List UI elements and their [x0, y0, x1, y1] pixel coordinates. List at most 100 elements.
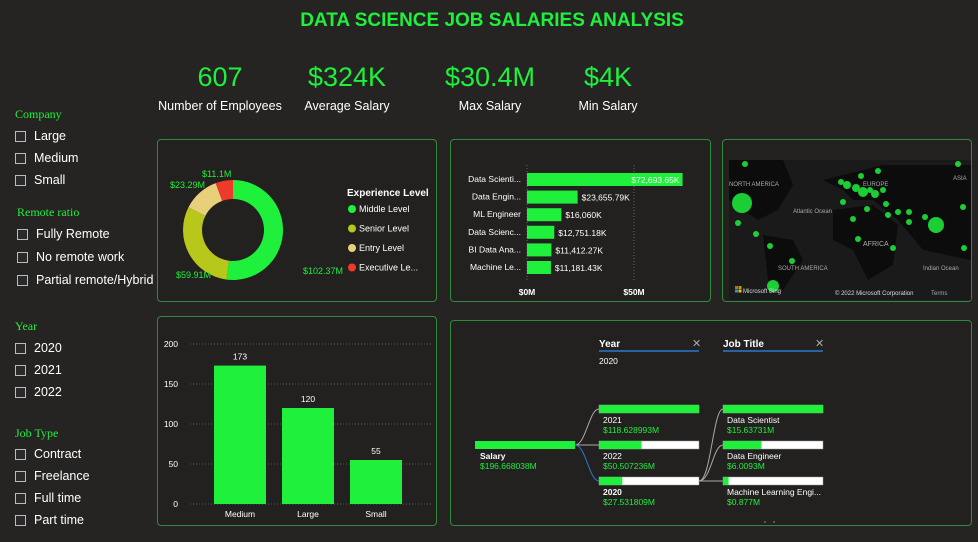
year-option-2020[interactable]: 2020	[15, 341, 62, 355]
bar[interactable]	[527, 173, 683, 186]
donut-data-label: $102.37M	[303, 266, 343, 276]
legend-item[interactable]: Senior Level	[359, 224, 409, 234]
svg-text:AFRICA: AFRICA	[863, 241, 889, 248]
checkbox[interactable]	[15, 448, 26, 460]
world-map[interactable]: NORTH AMERICA Atlantic Ocean EUROPE ASIA…	[723, 140, 971, 301]
checkbox[interactable]	[17, 228, 28, 240]
year-option-2022[interactable]: 2022	[15, 385, 62, 399]
year-level-filter: 2020	[599, 356, 618, 366]
data-label: 173	[233, 352, 247, 362]
legend-title: Experience Level	[347, 188, 429, 199]
checkbox[interactable]	[15, 342, 26, 354]
remote-slicer: Remote ratio Fully Remote No remote work…	[17, 205, 153, 287]
legend-marker	[348, 205, 356, 213]
x-tick-label: $0M	[519, 287, 536, 297]
page-title: DATA SCIENCE JOB SALARIES ANALYSIS	[300, 10, 684, 31]
tree-node-fill	[723, 405, 823, 413]
job-title-bar-chart: Data Scienti... $72,693.65K Data Engin... $…	[468, 165, 683, 297]
checkbox[interactable]	[15, 470, 26, 482]
job-title-bar-panel[interactable]: Data Scienti... $72,693.65K Data Engin... $…	[450, 139, 711, 302]
y-tick-label: 0	[173, 499, 178, 509]
donut-slice[interactable]	[215, 180, 233, 201]
company-option-small[interactable]: Small	[15, 173, 78, 187]
svg-text:$196.668038M: $196.668038M	[480, 461, 537, 471]
experience-donut-chart: Experience Level $102.37M Middle Level $59…	[170, 169, 429, 280]
experience-donut-panel[interactable]: Experience Level $102.37M Middle Level $59…	[157, 139, 437, 302]
column-bar[interactable]	[282, 408, 334, 504]
tree-node-fill	[723, 477, 729, 485]
svg-text:Indian Ocean: Indian Ocean	[923, 266, 959, 272]
bar[interactable]	[527, 208, 562, 222]
tree-node-value: $15.63731M	[727, 425, 774, 435]
donut-data-label: $59.91M	[176, 270, 211, 280]
bar[interactable]	[527, 190, 578, 204]
tree-node-fill	[723, 441, 762, 449]
data-label: $12,751.18K	[558, 228, 607, 238]
job-type-option-part-time[interactable]: Part time	[15, 513, 90, 527]
category-label: Machine Le...	[470, 262, 521, 272]
company-size-column-panel[interactable]: 0 50 100 150 200 173 Medium 120 Large 55 Small	[157, 316, 437, 526]
bar[interactable]	[527, 243, 552, 257]
salary-root-bar[interactable]	[475, 441, 575, 449]
tree-node-label: 2021	[603, 415, 622, 425]
donut-data-label: $23.29M	[170, 180, 205, 190]
svg-text:Atlantic Ocean: Atlantic Ocean	[793, 209, 832, 215]
category-label: Data Scienc...	[468, 227, 521, 237]
tree-node-bar[interactable]	[722, 476, 824, 486]
company-option-medium[interactable]: Medium	[15, 151, 78, 165]
checkbox[interactable]	[15, 130, 26, 142]
job-type-option-freelance[interactable]: Freelance	[15, 469, 90, 483]
decomposition-tree-panel[interactable]: Year ✕ 2020 Job Title ✕ Salary $196.6680…	[450, 320, 972, 526]
job-title-level-header: Job Title	[723, 339, 764, 350]
remove-job-title-level-icon[interactable]: ✕	[815, 338, 824, 350]
donut-slice[interactable]	[226, 180, 284, 280]
data-label: $11,181.43K	[555, 263, 603, 273]
salary-location-bubbles	[732, 161, 967, 292]
checkbox[interactable]	[17, 251, 28, 263]
category-label: ML Engineer	[473, 209, 521, 219]
map-terms-link[interactable]: Terms	[931, 291, 947, 297]
job-type-option-contract[interactable]: Contract	[15, 447, 90, 461]
checkbox[interactable]	[15, 514, 26, 526]
tree-node-value: $50.507236M	[603, 461, 655, 471]
tree-node-label: 2022	[603, 451, 622, 461]
column-bar[interactable]	[214, 365, 266, 504]
y-tick-label: 150	[164, 379, 178, 389]
svg-text:NORTH AMERICA: NORTH AMERICA	[729, 182, 779, 188]
checkbox[interactable]	[17, 274, 28, 286]
donut-slice[interactable]	[183, 207, 230, 280]
remote-option-hybrid[interactable]: Partial remote/Hybrid	[17, 273, 153, 287]
donut-slice[interactable]	[188, 183, 223, 216]
company-title: Company	[15, 107, 62, 121]
data-label: $72,693.65K	[631, 175, 680, 185]
bar[interactable]	[527, 225, 555, 239]
remote-option-fully[interactable]: Fully Remote	[17, 227, 153, 241]
checkbox[interactable]	[15, 174, 26, 186]
column-bar[interactable]	[350, 460, 402, 504]
map-panel[interactable]: NORTH AMERICA Atlantic Ocean EUROPE ASIA…	[722, 139, 972, 302]
checkbox[interactable]	[15, 152, 26, 164]
job-type-slicer: Job Type Contract Freelance Full time Pa…	[15, 426, 90, 527]
legend-item[interactable]: Executive Le...	[359, 263, 418, 273]
year-option-2021[interactable]: 2021	[15, 363, 62, 377]
legend-item[interactable]: Entry Level	[359, 243, 404, 253]
x-tick-label: $50M	[623, 287, 644, 297]
checkbox[interactable]	[15, 386, 26, 398]
tree-node-fill	[599, 405, 699, 413]
tree-node-label: 2020	[603, 487, 622, 497]
company-slicer: Company Large Medium Small	[15, 107, 78, 187]
tree-node-value: $0.877M	[727, 497, 760, 507]
checkbox[interactable]	[15, 364, 26, 376]
donut-data-label: $11.1M	[202, 169, 231, 179]
checkbox[interactable]	[15, 492, 26, 504]
job-type-option-full-time[interactable]: Full time	[15, 491, 90, 505]
map-labels: NORTH AMERICA Atlantic Ocean EUROPE ASIA…	[729, 176, 967, 272]
map-copyright: © 2022 Microsoft Corporation	[835, 290, 913, 297]
bar[interactable]	[527, 261, 551, 274]
legend-marker	[348, 244, 356, 252]
remote-option-none[interactable]: No remote work	[17, 250, 153, 264]
legend-item[interactable]: Middle Level	[359, 204, 410, 214]
bing-logo: Microsoft Bing	[743, 289, 781, 295]
remove-year-level-icon[interactable]: ✕	[692, 338, 701, 350]
company-option-large[interactable]: Large	[15, 129, 78, 143]
